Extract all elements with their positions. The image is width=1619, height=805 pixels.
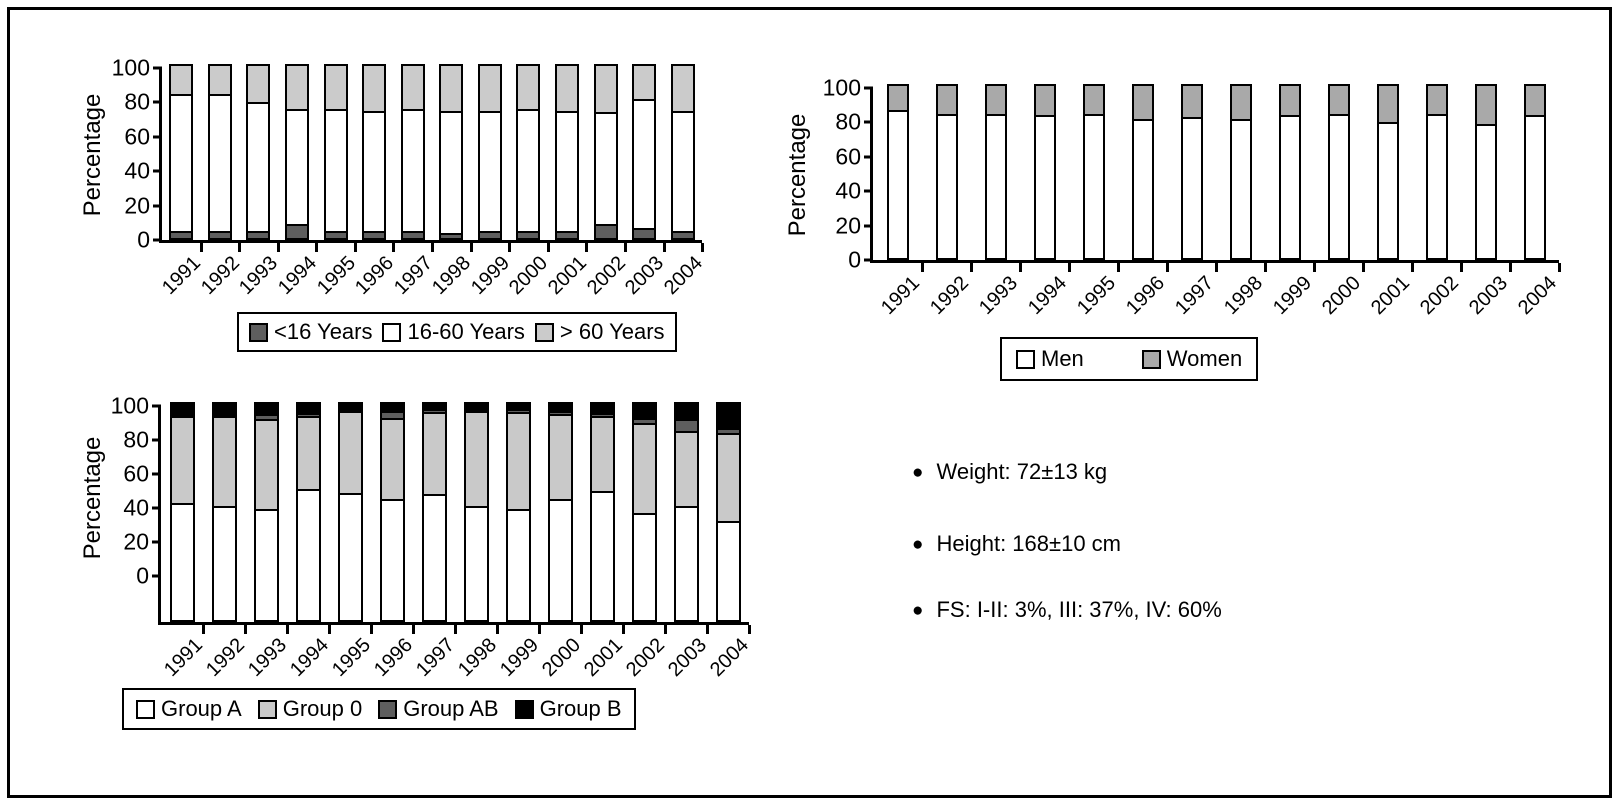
note-fs: ● FS: I-II: 3%, III: 37%, IV: 60% — [912, 597, 1222, 623]
bullet-icon: ● — [912, 461, 924, 483]
figure-border — [7, 7, 1612, 798]
note-weight-text: Weight: 72±13 kg — [936, 459, 1108, 484]
bullet-icon: ● — [912, 599, 924, 621]
note-height: ● Height: 168±10 cm — [912, 531, 1121, 557]
note-fs-text: FS: I-II: 3%, III: 37%, IV: 60% — [936, 597, 1222, 622]
note-height-text: Height: 168±10 cm — [936, 531, 1121, 556]
note-weight: ● Weight: 72±13 kg — [912, 459, 1107, 485]
bullet-icon: ● — [912, 533, 924, 555]
